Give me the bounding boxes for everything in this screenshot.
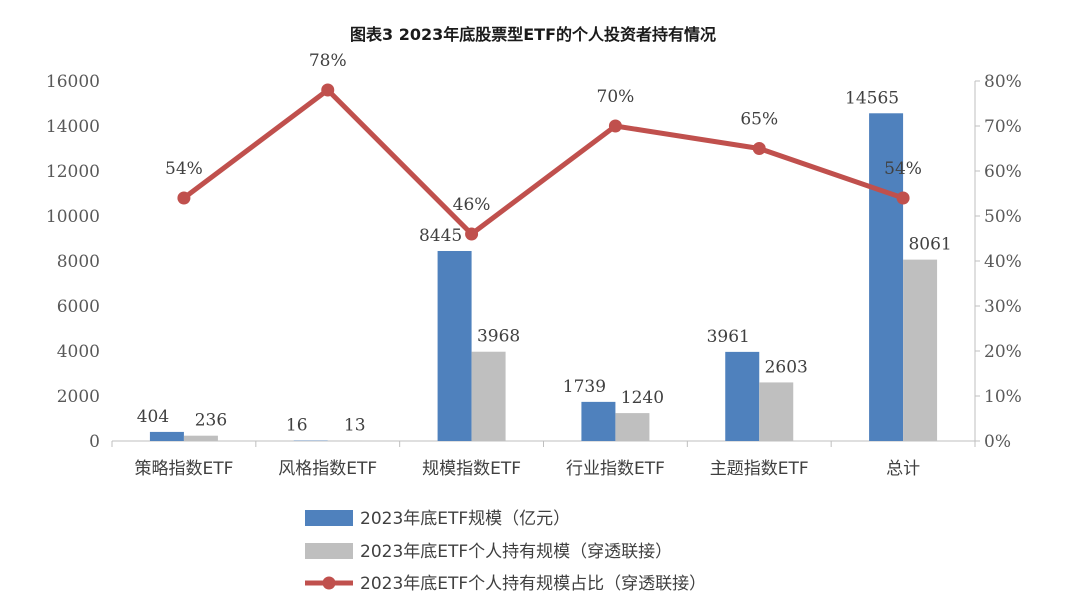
- bar-individual-holding: [759, 382, 794, 441]
- line-point: [321, 83, 335, 97]
- line-point: [177, 191, 191, 205]
- x-category-label: 规模指数ETF: [422, 459, 521, 479]
- y-right-tick-label: 20%: [984, 342, 1022, 362]
- bar-etf-size-label: 3961: [707, 327, 750, 347]
- y-left-tick-label: 16000: [46, 72, 100, 92]
- y-left-tick-label: 14000: [46, 117, 100, 137]
- y-left-tick-label: 10000: [46, 207, 100, 227]
- bar-etf-size: [149, 431, 184, 441]
- y-right-tick-label: 10%: [984, 387, 1022, 407]
- bar-etf-size-label: 14565: [845, 88, 899, 108]
- y-right-tick-label: 0%: [984, 432, 1011, 452]
- y-right-tick-label: 50%: [984, 207, 1022, 227]
- x-category-label: 风格指数ETF: [278, 459, 377, 479]
- bar-individual-holding: [903, 259, 938, 441]
- bar-individual-holding-label: 8061: [908, 235, 951, 255]
- legend-swatch-etf-size: [305, 510, 353, 526]
- bar-etf-size: [869, 113, 904, 441]
- line-point-label: 78%: [309, 51, 347, 71]
- x-category-label: 总计: [886, 459, 920, 479]
- line-point: [752, 142, 766, 155]
- bar-individual-holding-label: 1240: [621, 388, 664, 408]
- legend-swatch-individual-holding: [305, 543, 353, 559]
- legend-marker-holding-share: [322, 576, 336, 590]
- legend-label: 2023年底ETF个人持有规模占比（穿透联接）: [360, 574, 706, 594]
- legend: 2023年底ETF规模（亿元） 2023年底ETF个人持有规模（穿透联接） 2023…: [305, 509, 706, 594]
- y-left-tick-label: 6000: [57, 297, 100, 317]
- y-right-tick-label: 40%: [984, 252, 1022, 272]
- y-left-tick-label: 4000: [57, 342, 100, 362]
- line-point: [465, 227, 479, 241]
- y-left-tick-label: 0: [89, 432, 100, 452]
- line-point: [608, 119, 622, 133]
- axes: 0 2000 4000 6000 8000 10000 12000 14000 16000 0% 1…: [46, 72, 1022, 479]
- line-point-label: 54%: [165, 159, 203, 179]
- bar-etf-size-label: 8445: [419, 226, 462, 246]
- legend-label: 2023年底ETF个人持有规模（穿透联接）: [360, 542, 672, 562]
- x-category-label: 主题指数ETF: [710, 459, 809, 479]
- bars: [149, 113, 938, 441]
- x-category-label: 策略指数ETF: [134, 459, 233, 479]
- line-series: [177, 83, 910, 241]
- y-right-tick-label: 60%: [984, 162, 1022, 182]
- y-left-tick-label: 12000: [46, 162, 100, 182]
- bar-etf-size: [581, 401, 616, 441]
- bar-individual-holding: [615, 413, 650, 441]
- y-right-tick-label: 70%: [984, 117, 1022, 137]
- y-left-tick-label: 8000: [57, 252, 100, 272]
- bar-individual-holding-label: 3968: [477, 327, 520, 347]
- bar-etf-size-label: 1739: [563, 377, 606, 397]
- line-point: [896, 191, 910, 205]
- bar-etf-size: [725, 351, 760, 441]
- bar-etf-size-label: 404: [137, 407, 169, 427]
- line-point-label: 65%: [740, 110, 778, 130]
- y-left-tick-label: 2000: [57, 387, 100, 407]
- bar-individual-holding-label: 2603: [765, 357, 808, 377]
- y-right-tick-label: 30%: [984, 297, 1022, 317]
- bar-individual-holding-label: 236: [195, 411, 227, 431]
- bar-individual-holding: [183, 435, 218, 441]
- x-category-label: 行业指数ETF: [566, 459, 665, 479]
- line-holding-share: [182, 87, 904, 237]
- bar-individual-holding-label: 13: [344, 416, 366, 436]
- legend-label: 2023年底ETF规模（亿元）: [360, 509, 570, 529]
- chart-title: 图表3 2023年底股票型ETF的个人投资者持有情况: [350, 25, 716, 44]
- line-point-label: 54%: [884, 159, 922, 179]
- line-point-label: 46%: [453, 195, 491, 215]
- y-right-tick-label: 80%: [984, 72, 1022, 92]
- bar-etf-size-label: 16: [286, 416, 308, 436]
- line-point-label: 70%: [597, 87, 635, 107]
- data-labels: 404 236 16 13 8445 3968 1739 1240 3961 2603 14565 8…: [137, 51, 952, 436]
- bar-etf-size: [437, 250, 472, 441]
- bar-individual-holding: [471, 351, 506, 441]
